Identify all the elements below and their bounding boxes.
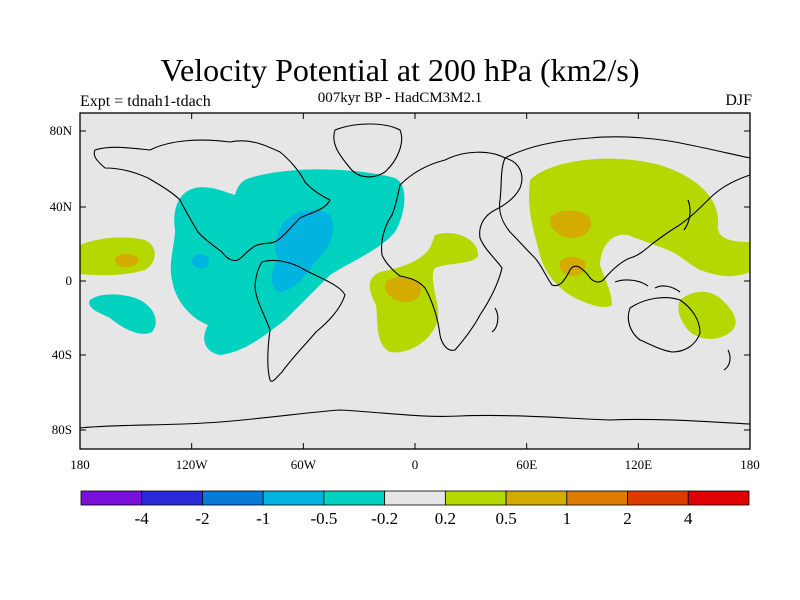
colorbar-label: 0.5 bbox=[495, 509, 516, 528]
colorbar-swatch bbox=[566, 490, 628, 506]
contour-negative-central-pacific bbox=[89, 294, 156, 334]
contour-positive-core-indian bbox=[559, 256, 586, 276]
lon-tick-label: 120E bbox=[625, 457, 653, 472]
colorbar-label: 4 bbox=[684, 509, 693, 528]
lat-tick-label: 0 bbox=[66, 273, 73, 288]
lon-tick-label: 0 bbox=[412, 457, 419, 472]
coastlines bbox=[79, 123, 751, 429]
colorbar-label: -0.5 bbox=[310, 509, 337, 528]
contour-negative-core-pacific bbox=[191, 253, 210, 269]
coast-north-america bbox=[93, 139, 331, 262]
contour-positive-core-arabia bbox=[549, 210, 592, 238]
colorbar-swatch bbox=[323, 490, 386, 506]
colorbar-label: -0.2 bbox=[371, 509, 398, 528]
lon-tick-label: 60W bbox=[291, 457, 317, 472]
colorbar-label: -4 bbox=[135, 509, 150, 528]
coast-antarctica bbox=[79, 409, 751, 429]
lat-tick-label: 80S bbox=[52, 422, 72, 437]
coast-south-america bbox=[254, 259, 346, 382]
contour-positive-australia bbox=[678, 291, 736, 339]
coast-madagascar bbox=[491, 307, 499, 333]
contour-positive-core-dateline bbox=[114, 253, 139, 268]
colorbar-label: -2 bbox=[195, 509, 209, 528]
experiment-label: Expt = tdnah1-tdach bbox=[80, 93, 211, 110]
colorbar-swatch bbox=[141, 490, 203, 506]
season-label: DJF bbox=[725, 92, 752, 109]
coast-new-zealand bbox=[723, 349, 731, 371]
longitude-axis: 180 120W 60W 0 60E 120E 180 bbox=[70, 113, 760, 472]
map-title: Velocity Potential at 200 hPa (km2/s) bbox=[160, 52, 640, 88]
colorbar-swatch bbox=[444, 490, 507, 506]
lon-tick-label: 60E bbox=[516, 457, 537, 472]
colorbar-label: 1 bbox=[563, 509, 572, 528]
latitude-axis: 80N 40N 0 40S 80S bbox=[50, 123, 750, 437]
colorbar-swatch bbox=[687, 490, 750, 506]
colorbar-swatch bbox=[384, 490, 446, 506]
lat-tick-label: 80N bbox=[50, 123, 73, 138]
colorbar-swatch bbox=[80, 490, 143, 506]
colorbar-swatch bbox=[202, 490, 264, 506]
colorbar-label: 2 bbox=[623, 509, 632, 528]
contour-negative-core-atlantic bbox=[271, 209, 334, 292]
coast-asia bbox=[498, 136, 751, 287]
lat-tick-label: 40S bbox=[52, 347, 72, 362]
colorbar-swatch bbox=[262, 490, 325, 506]
lon-tick-label: 180 bbox=[70, 457, 90, 472]
coast-europe-africa bbox=[381, 151, 523, 351]
colorbar-label: 0.2 bbox=[435, 509, 456, 528]
coast-greenland bbox=[333, 123, 403, 178]
colorbar-swatch bbox=[627, 490, 689, 506]
lon-tick-label: 120W bbox=[176, 457, 209, 472]
lat-tick-label: 40N bbox=[50, 199, 73, 214]
colorbar: -4 -2 -1 -0.5 -0.2 0.2 0.5 1 2 4 bbox=[80, 490, 750, 528]
coast-australia bbox=[627, 297, 701, 353]
coast-indonesia bbox=[614, 279, 681, 293]
colorbar-swatch bbox=[505, 490, 568, 506]
map-subtitle: 007kyr BP - HadCM3M2.1 bbox=[317, 90, 483, 106]
contour-positive-core-africa bbox=[385, 276, 422, 302]
lon-tick-label: 180 bbox=[740, 457, 760, 472]
colorbar-label: -1 bbox=[256, 509, 270, 528]
coast-japan bbox=[683, 199, 691, 231]
contour-positive-africa bbox=[369, 232, 479, 353]
